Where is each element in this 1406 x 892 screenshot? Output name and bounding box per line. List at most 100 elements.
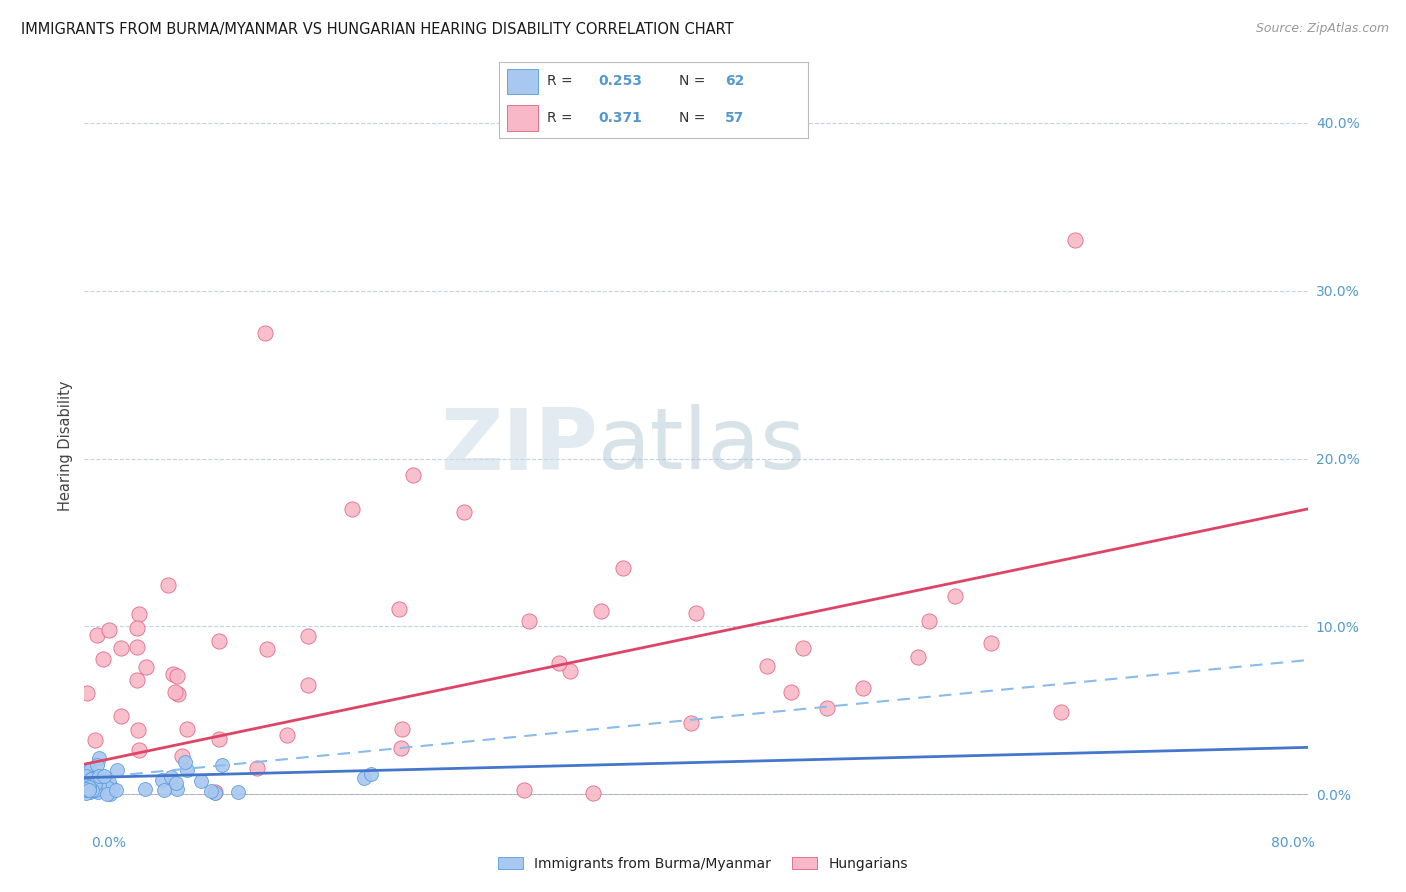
Point	[83, 776, 105, 790]
Point	[77, 764, 100, 779]
Point	[83, 777, 105, 791]
Point	[918, 614, 941, 628]
Point	[93, 768, 115, 782]
Point	[204, 786, 226, 800]
Point	[276, 728, 298, 742]
Point	[89, 777, 111, 791]
Point	[943, 589, 966, 603]
Point	[105, 782, 128, 797]
Point	[79, 778, 101, 792]
Point	[253, 326, 276, 340]
Text: 80.0%: 80.0%	[1271, 836, 1315, 850]
Point	[77, 774, 100, 789]
Point	[589, 604, 612, 618]
Point	[152, 783, 174, 797]
Point	[174, 756, 197, 770]
Point	[176, 763, 198, 777]
Point	[162, 666, 184, 681]
Point	[685, 606, 707, 620]
Point	[86, 628, 108, 642]
Point	[79, 780, 101, 794]
Point	[97, 623, 120, 637]
Point	[80, 780, 103, 795]
Point	[79, 780, 101, 794]
Point	[815, 700, 838, 714]
Point	[353, 771, 375, 785]
Text: 0.371: 0.371	[598, 111, 643, 125]
Text: N =: N =	[679, 111, 709, 125]
Point	[204, 785, 226, 799]
Point	[980, 636, 1002, 650]
Point	[612, 561, 634, 575]
Point	[77, 783, 100, 797]
Point	[125, 621, 148, 635]
Point	[211, 757, 233, 772]
Point	[79, 763, 101, 777]
Text: atlas: atlas	[598, 404, 806, 488]
Point	[200, 784, 222, 798]
Point	[96, 787, 118, 801]
Point	[128, 743, 150, 757]
Point	[77, 780, 100, 795]
Point	[172, 749, 194, 764]
Point	[360, 766, 382, 780]
Bar	[508, 105, 537, 130]
Point	[389, 740, 412, 755]
Text: 0.253: 0.253	[598, 74, 643, 88]
Point	[176, 723, 198, 737]
Bar	[508, 69, 537, 95]
Point	[852, 681, 875, 695]
Point	[83, 733, 105, 747]
Text: ZIP: ZIP	[440, 404, 598, 488]
Point	[75, 782, 97, 797]
Point	[86, 771, 108, 785]
Point	[157, 577, 180, 591]
Point	[82, 771, 104, 785]
Point	[190, 773, 212, 788]
Point	[150, 772, 173, 787]
Point	[77, 776, 100, 790]
Point	[83, 778, 105, 792]
Point	[79, 772, 101, 787]
Point	[79, 785, 101, 799]
Point	[89, 751, 111, 765]
Point	[75, 779, 97, 793]
Point	[519, 614, 541, 628]
Point	[84, 783, 107, 797]
Point	[256, 641, 278, 656]
Point	[246, 761, 269, 775]
Point	[110, 709, 132, 723]
Point	[207, 732, 229, 747]
Point	[84, 783, 107, 797]
Point	[110, 641, 132, 656]
Point	[86, 780, 108, 795]
Point	[780, 685, 803, 699]
Point	[512, 783, 534, 797]
Legend: Immigrants from Burma/Myanmar, Hungarians: Immigrants from Burma/Myanmar, Hungarian…	[492, 851, 914, 876]
Point	[89, 779, 111, 793]
Point	[907, 649, 929, 664]
Point	[226, 784, 249, 798]
Text: 0.0%: 0.0%	[91, 836, 127, 850]
Point	[135, 660, 157, 674]
Point	[97, 781, 120, 796]
Text: R =: R =	[547, 74, 576, 88]
Point	[582, 786, 605, 800]
Text: IMMIGRANTS FROM BURMA/MYANMAR VS HUNGARIAN HEARING DISABILITY CORRELATION CHART: IMMIGRANTS FROM BURMA/MYANMAR VS HUNGARI…	[21, 22, 734, 37]
Text: R =: R =	[547, 111, 576, 125]
Point	[125, 640, 148, 655]
Point	[86, 757, 108, 772]
Point	[388, 602, 411, 616]
Point	[75, 783, 97, 797]
Text: N =: N =	[679, 74, 709, 88]
Point	[100, 780, 122, 795]
Point	[84, 775, 107, 789]
Point	[165, 685, 187, 699]
Point	[391, 723, 413, 737]
Text: 62: 62	[725, 74, 744, 88]
Point	[1049, 705, 1071, 719]
Point	[87, 779, 110, 793]
Point	[681, 716, 703, 731]
Point	[125, 673, 148, 687]
Point	[558, 664, 581, 678]
